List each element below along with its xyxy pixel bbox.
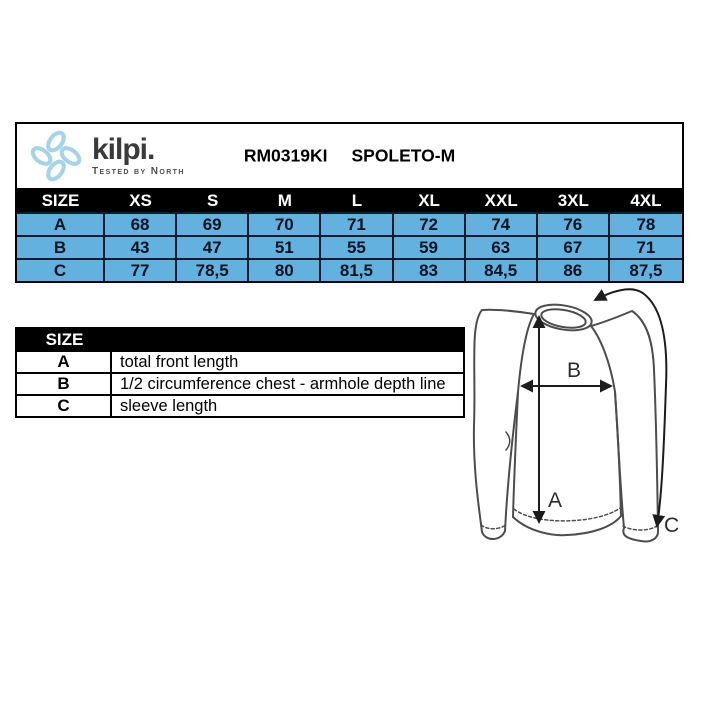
cell-a-xl: 72 [393, 212, 466, 235]
row-label-a: A [17, 212, 105, 235]
legend-table: SIZE A total front length B 1/2 circumfe… [15, 327, 465, 418]
size-table: kilpi. Tested by North RM0319KI SPOLETO-M… [15, 122, 684, 283]
cell-c-xxl: 84,5 [465, 258, 538, 281]
cell-b-xl: 59 [393, 235, 466, 258]
column-header-xs: XS [105, 190, 178, 212]
shirt-drawing: A B C [472, 288, 679, 543]
column-header-s: S [177, 190, 250, 212]
kilpi-knot-icon [30, 130, 82, 182]
cell-c-3xl: 86 [537, 258, 610, 281]
row-label-b: B [17, 235, 105, 258]
cell-c-4xl: 87,5 [609, 258, 682, 281]
cell-a-xs: 68 [105, 212, 178, 235]
product-title: RM0319KI SPOLETO-M [244, 146, 455, 167]
brand-text: kilpi. Tested by North [92, 135, 185, 177]
cell-b-3xl: 67 [537, 235, 610, 258]
legend-letter-b: B [17, 374, 112, 394]
diagram-label-c: C [664, 514, 679, 537]
brand-logo: kilpi. Tested by North [17, 129, 185, 183]
brand-name: kilpi. [92, 133, 155, 166]
diagram-label-b: B [567, 359, 581, 382]
product-name: SPOLETO-M [351, 145, 456, 166]
brand-tagline: Tested by North [92, 166, 185, 177]
column-header-3xl: 3XL [537, 190, 610, 212]
legend-header-label: SIZE [45, 330, 84, 349]
cell-c-xl: 83 [393, 258, 466, 281]
cell-a-4xl: 78 [609, 212, 682, 235]
column-header-4xl: 4XL [609, 190, 682, 212]
measure-arrows [520, 288, 668, 528]
legend-row-b: B 1/2 circumference chest - armhole dept… [17, 372, 463, 394]
legend-desc-c: sleeve length [120, 396, 218, 415]
cell-b-4xl: 71 [609, 235, 682, 258]
cell-b-xs: 43 [105, 235, 178, 258]
diagram-label-a: A [548, 489, 562, 512]
column-header-xxl: XXL [465, 190, 538, 212]
legend-letter-c: C [17, 396, 112, 416]
column-header-l: L [321, 190, 394, 212]
cell-c-m: 80 [249, 258, 322, 281]
size-grid: SIZE XS S M L XL XXL 3XL 4XL A 68 69 70 … [17, 190, 682, 281]
cell-c-s: 78,5 [177, 258, 250, 281]
legend-row-c: C sleeve length [17, 394, 463, 416]
shirt-outline [472, 303, 660, 543]
cell-c-xs: 77 [105, 258, 178, 281]
legend-row-a: A total front length [17, 350, 463, 372]
cell-b-xxl: 63 [465, 235, 538, 258]
column-header-xl: XL [393, 190, 466, 212]
cell-b-s: 47 [177, 235, 250, 258]
cell-b-m: 51 [249, 235, 322, 258]
cell-b-l: 55 [321, 235, 394, 258]
legend-desc-b: 1/2 circumference chest - armhole depth … [120, 374, 446, 393]
row-label-c: C [17, 258, 105, 281]
cell-a-3xl: 76 [537, 212, 610, 235]
cell-c-l: 81,5 [321, 258, 394, 281]
legend-letter-a: A [17, 352, 112, 372]
arrow-c [593, 288, 668, 528]
legend-header-row: SIZE [17, 329, 463, 350]
cell-a-m: 70 [249, 212, 322, 235]
cell-a-s: 69 [177, 212, 250, 235]
legend-desc-a: total front length [120, 352, 239, 371]
table-header-row: kilpi. Tested by North RM0319KI SPOLETO-M [17, 124, 682, 190]
cell-a-l: 71 [321, 212, 394, 235]
cell-a-xxl: 74 [465, 212, 538, 235]
shirt-diagram: A B C [460, 280, 700, 580]
column-header-size: SIZE [17, 190, 105, 212]
column-header-m: M [249, 190, 322, 212]
product-code: RM0319KI [243, 145, 328, 166]
